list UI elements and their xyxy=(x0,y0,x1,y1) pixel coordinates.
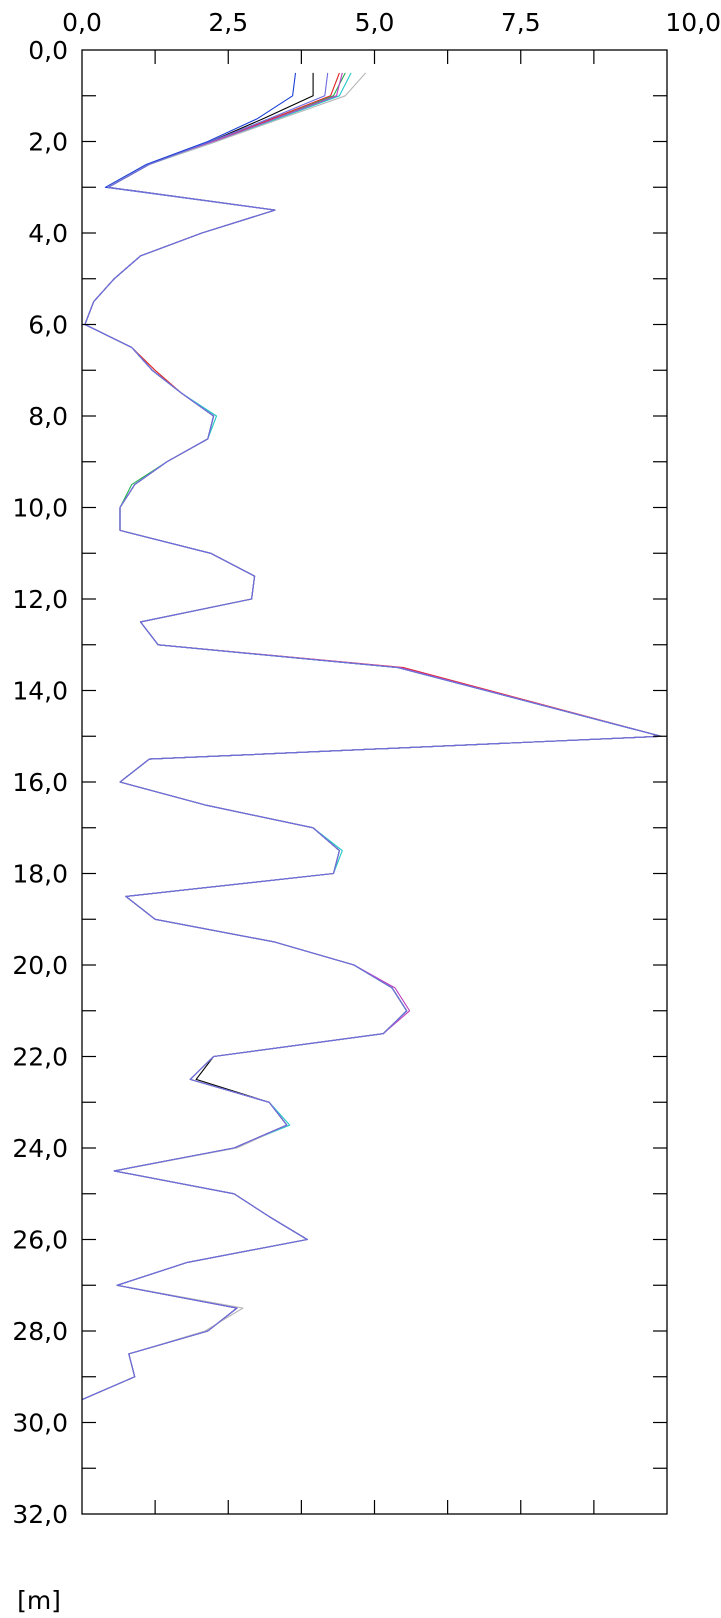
series-line-6 xyxy=(81,72,662,1401)
y-tick-labels: 0,0 2,0 4,0 6,0 8,0 10,0 12,0 14,0 16,0 18,0 20,0 2… xyxy=(12,36,68,1529)
x-tick-labels: 0,0 2,5 5,0 7,5 10,0 xyxy=(62,8,721,37)
y-tick-label: 4,0 xyxy=(28,219,68,248)
y-tick-label: 30,0 xyxy=(12,1409,68,1438)
x-tick-label: 2,5 xyxy=(208,8,248,37)
series-line-5 xyxy=(81,72,662,1401)
y-tick-label: 10,0 xyxy=(12,494,68,523)
x-tick-label: 10,0 xyxy=(665,8,721,37)
y-tick-label: 22,0 xyxy=(12,1043,68,1072)
x-tick-label: 7,5 xyxy=(501,8,541,37)
y-tick-label: 2,0 xyxy=(28,128,68,157)
tick-layer xyxy=(82,50,667,1514)
series-line-2 xyxy=(81,72,662,1401)
x-tick-label: 0,0 xyxy=(62,8,102,37)
y-tick-label: 28,0 xyxy=(12,1317,68,1346)
x-tick-label: 5,0 xyxy=(355,8,395,37)
y-tick-label: 18,0 xyxy=(12,860,68,889)
series-line-3 xyxy=(81,72,662,1401)
y-tick-label: 26,0 xyxy=(12,1226,68,1255)
y-axis-unit-label: [m] xyxy=(17,1586,61,1615)
y-tick-label: 16,0 xyxy=(12,768,68,797)
series-line-8 xyxy=(81,72,662,1401)
y-tick-label: 8,0 xyxy=(28,402,68,431)
y-tick-label: 24,0 xyxy=(12,1134,68,1163)
y-tick-label: 14,0 xyxy=(12,677,68,706)
y-tick-label: 20,0 xyxy=(12,951,68,980)
series-line-7 xyxy=(81,72,662,1401)
y-tick-label: 6,0 xyxy=(28,311,68,340)
series-line-1 xyxy=(81,72,662,1401)
y-tick-label: 0,0 xyxy=(28,36,68,65)
y-tick-label: 12,0 xyxy=(12,585,68,614)
series-layer xyxy=(81,72,662,1401)
series-line-4 xyxy=(81,72,662,1401)
y-tick-label: 32,0 xyxy=(12,1500,68,1529)
